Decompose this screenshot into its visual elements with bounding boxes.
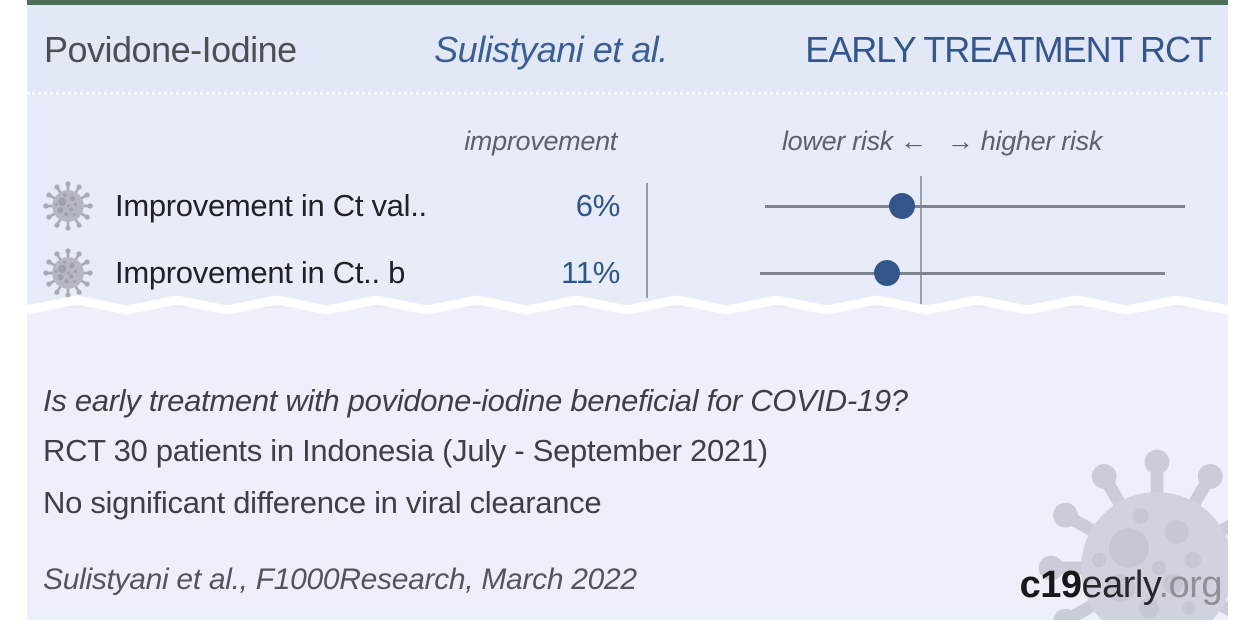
virus-icon: [43, 248, 93, 298]
summary-background: [27, 308, 1228, 620]
outcome-row: Improvement in Ct.. b 11%: [43, 248, 620, 298]
site-logo: c19early.org: [1019, 564, 1223, 607]
study-author: Sulistyani et al.: [434, 29, 668, 70]
outcome-label: Improvement in Ct val..: [115, 188, 427, 223]
reference-line: [920, 176, 922, 306]
summary-finding: No significant difference in viral clear…: [43, 485, 602, 520]
summary-question: Is early treatment with povidone-iodine …: [43, 383, 908, 418]
higher-risk-label: → higher risk: [946, 126, 1103, 156]
effect-dot: [873, 260, 900, 286]
citation: Sulistyani et al., F1000Research, March …: [43, 563, 637, 596]
risk-axis-header: lower risk ← → higher risk: [732, 126, 1152, 157]
treatment-name: Povidone-Iodine: [44, 29, 297, 70]
header-background: [27, 5, 1228, 95]
study-card: Povidone-Iodine Sulistyani et al. EARLY …: [27, 0, 1228, 620]
summary-study: RCT 30 patients in Indonesia (July - Sep…: [43, 433, 768, 468]
outcome-row: Improvement in Ct val.. 6%: [43, 181, 620, 231]
effect-dot: [889, 193, 916, 219]
improvement-value: 11%: [561, 255, 620, 290]
lower-risk-label: lower risk ←: [781, 126, 927, 156]
improvement-column-header: improvement: [464, 126, 617, 156]
logo-org: .org: [1158, 564, 1223, 606]
ci-bar: [765, 204, 1186, 208]
top-accent-bar: [27, 0, 1228, 5]
column-divider-line: [646, 183, 648, 298]
wave-divider: [27, 295, 1228, 315]
ci-bar: [760, 271, 1166, 275]
study-stage: EARLY TREATMENT RCT: [805, 29, 1212, 70]
logo-early: early: [1081, 564, 1159, 606]
virus-icon: [43, 181, 93, 231]
logo-c19: c19: [1019, 564, 1082, 606]
improvement-value: 6%: [575, 188, 621, 223]
header: Povidone-Iodine Sulistyani et al. EARLY …: [27, 5, 1228, 95]
outcome-label: Improvement in Ct.. b: [115, 255, 406, 290]
